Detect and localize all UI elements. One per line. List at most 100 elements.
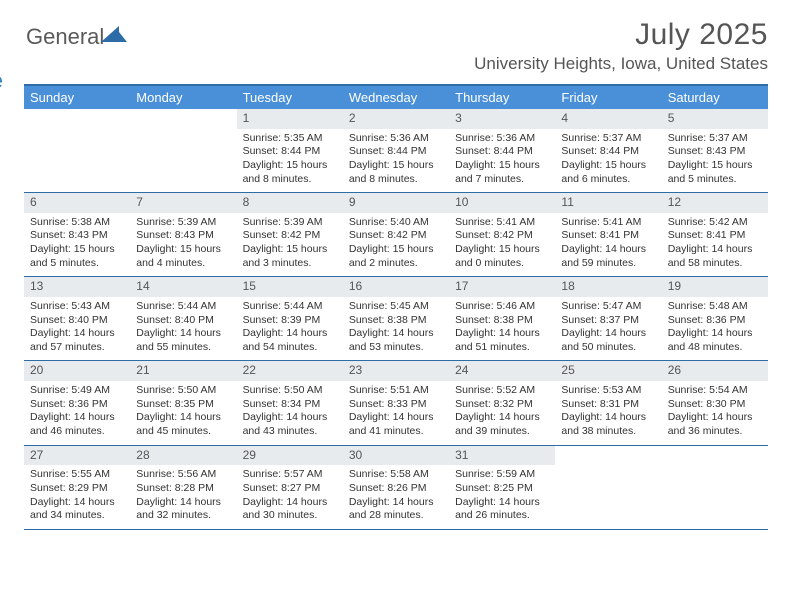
calendar-row: ....1Sunrise: 5:35 AMSunset: 8:44 PMDayl… <box>24 109 768 193</box>
calendar-cell: 27Sunrise: 5:55 AMSunset: 8:29 PMDayligh… <box>24 445 130 529</box>
day-number: 20 <box>24 361 130 381</box>
calendar-cell: .. <box>662 445 768 529</box>
day-details: Sunrise: 5:47 AMSunset: 8:37 PMDaylight:… <box>555 297 661 361</box>
day-details: Sunrise: 5:39 AMSunset: 8:42 PMDaylight:… <box>237 213 343 277</box>
calendar-row: 6Sunrise: 5:38 AMSunset: 8:43 PMDaylight… <box>24 193 768 277</box>
calendar-cell: 12Sunrise: 5:42 AMSunset: 8:41 PMDayligh… <box>662 193 768 277</box>
day-number: 30 <box>343 446 449 466</box>
dow-header: Tuesday <box>237 85 343 109</box>
calendar-row: 27Sunrise: 5:55 AMSunset: 8:29 PMDayligh… <box>24 445 768 529</box>
day-number: 14 <box>130 277 236 297</box>
day-details: Sunrise: 5:39 AMSunset: 8:43 PMDaylight:… <box>130 213 236 277</box>
day-of-week-row: SundayMondayTuesdayWednesdayThursdayFrid… <box>24 85 768 109</box>
day-details: Sunrise: 5:50 AMSunset: 8:35 PMDaylight:… <box>130 381 236 445</box>
calendar-cell: 29Sunrise: 5:57 AMSunset: 8:27 PMDayligh… <box>237 445 343 529</box>
dow-header: Saturday <box>662 85 768 109</box>
day-number: 3 <box>449 109 555 129</box>
day-details: Sunrise: 5:58 AMSunset: 8:26 PMDaylight:… <box>343 465 449 529</box>
calendar-cell: 25Sunrise: 5:53 AMSunset: 8:31 PMDayligh… <box>555 361 661 445</box>
day-details: Sunrise: 5:53 AMSunset: 8:31 PMDaylight:… <box>555 381 661 445</box>
day-number: 17 <box>449 277 555 297</box>
day-details: Sunrise: 5:50 AMSunset: 8:34 PMDaylight:… <box>237 381 343 445</box>
dow-header: Monday <box>130 85 236 109</box>
calendar-cell: 1Sunrise: 5:35 AMSunset: 8:44 PMDaylight… <box>237 109 343 193</box>
day-details: Sunrise: 5:49 AMSunset: 8:36 PMDaylight:… <box>24 381 130 445</box>
day-number: 21 <box>130 361 236 381</box>
day-details: Sunrise: 5:42 AMSunset: 8:41 PMDaylight:… <box>662 213 768 277</box>
day-details: Sunrise: 5:54 AMSunset: 8:30 PMDaylight:… <box>662 381 768 445</box>
calendar-row: 13Sunrise: 5:43 AMSunset: 8:40 PMDayligh… <box>24 277 768 361</box>
calendar-cell: 6Sunrise: 5:38 AMSunset: 8:43 PMDaylight… <box>24 193 130 277</box>
logo-word2: Blue <box>0 68 3 93</box>
calendar-cell: 13Sunrise: 5:43 AMSunset: 8:40 PMDayligh… <box>24 277 130 361</box>
dow-header: Friday <box>555 85 661 109</box>
header: July 2025 University Heights, Iowa, Unit… <box>24 18 768 74</box>
calendar-cell: 5Sunrise: 5:37 AMSunset: 8:43 PMDaylight… <box>662 109 768 193</box>
day-number: 4 <box>555 109 661 129</box>
dow-header: Wednesday <box>343 85 449 109</box>
day-details: Sunrise: 5:36 AMSunset: 8:44 PMDaylight:… <box>449 129 555 193</box>
day-number: 22 <box>237 361 343 381</box>
calendar-cell: 17Sunrise: 5:46 AMSunset: 8:38 PMDayligh… <box>449 277 555 361</box>
day-details: Sunrise: 5:45 AMSunset: 8:38 PMDaylight:… <box>343 297 449 361</box>
day-number: 23 <box>343 361 449 381</box>
calendar-cell: 7Sunrise: 5:39 AMSunset: 8:43 PMDaylight… <box>130 193 236 277</box>
calendar-cell: 10Sunrise: 5:41 AMSunset: 8:42 PMDayligh… <box>449 193 555 277</box>
calendar-cell: 18Sunrise: 5:47 AMSunset: 8:37 PMDayligh… <box>555 277 661 361</box>
calendar-cell: 31Sunrise: 5:59 AMSunset: 8:25 PMDayligh… <box>449 445 555 529</box>
calendar-cell: 30Sunrise: 5:58 AMSunset: 8:26 PMDayligh… <box>343 445 449 529</box>
calendar-cell: 19Sunrise: 5:48 AMSunset: 8:36 PMDayligh… <box>662 277 768 361</box>
calendar-body: .... 1Sunrise: 5:35 AMSunset: 8:44 PMDayl… <box>24 109 768 529</box>
day-details: Sunrise: 5:51 AMSunset: 8:33 PMDaylight:… <box>343 381 449 445</box>
day-details: Sunrise: 5:41 AMSunset: 8:41 PMDaylight:… <box>555 213 661 277</box>
day-details: Sunrise: 5:48 AMSunset: 8:36 PMDaylight:… <box>662 297 768 361</box>
logo: General Blue <box>26 22 127 76</box>
day-number: 29 <box>237 446 343 466</box>
calendar-cell: 9Sunrise: 5:40 AMSunset: 8:42 PMDaylight… <box>343 193 449 277</box>
day-number: 16 <box>343 277 449 297</box>
calendar-cell: .. <box>24 109 130 193</box>
day-number: 13 <box>24 277 130 297</box>
day-number: 31 <box>449 446 555 466</box>
day-details: Sunrise: 5:38 AMSunset: 8:43 PMDaylight:… <box>24 213 130 277</box>
calendar-cell: 14Sunrise: 5:44 AMSunset: 8:40 PMDayligh… <box>130 277 236 361</box>
calendar-cell: 15Sunrise: 5:44 AMSunset: 8:39 PMDayligh… <box>237 277 343 361</box>
day-details: Sunrise: 5:40 AMSunset: 8:42 PMDaylight:… <box>343 213 449 277</box>
calendar-table: SundayMondayTuesdayWednesdayThursdayFrid… <box>24 84 768 530</box>
calendar-row: 20Sunrise: 5:49 AMSunset: 8:36 PMDayligh… <box>24 361 768 445</box>
day-number: 19 <box>662 277 768 297</box>
calendar-cell: 3Sunrise: 5:36 AMSunset: 8:44 PMDaylight… <box>449 109 555 193</box>
calendar-cell: 16Sunrise: 5:45 AMSunset: 8:38 PMDayligh… <box>343 277 449 361</box>
calendar-cell: 26Sunrise: 5:54 AMSunset: 8:30 PMDayligh… <box>662 361 768 445</box>
day-details: Sunrise: 5:55 AMSunset: 8:29 PMDaylight:… <box>24 465 130 529</box>
day-number: 26 <box>662 361 768 381</box>
calendar-cell: 23Sunrise: 5:51 AMSunset: 8:33 PMDayligh… <box>343 361 449 445</box>
day-details: Sunrise: 5:56 AMSunset: 8:28 PMDaylight:… <box>130 465 236 529</box>
page-title: July 2025 <box>24 18 768 52</box>
day-details: Sunrise: 5:41 AMSunset: 8:42 PMDaylight:… <box>449 213 555 277</box>
day-details: Sunrise: 5:52 AMSunset: 8:32 PMDaylight:… <box>449 381 555 445</box>
day-number: 15 <box>237 277 343 297</box>
day-number: 5 <box>662 109 768 129</box>
calendar-cell: 21Sunrise: 5:50 AMSunset: 8:35 PMDayligh… <box>130 361 236 445</box>
day-number: 18 <box>555 277 661 297</box>
day-details: Sunrise: 5:44 AMSunset: 8:40 PMDaylight:… <box>130 297 236 361</box>
logo-triangle-icon <box>101 22 127 44</box>
day-details: Sunrise: 5:36 AMSunset: 8:44 PMDaylight:… <box>343 129 449 193</box>
calendar-cell: 11Sunrise: 5:41 AMSunset: 8:41 PMDayligh… <box>555 193 661 277</box>
dow-header: Thursday <box>449 85 555 109</box>
day-number: 11 <box>555 193 661 213</box>
dow-header: Sunday <box>24 85 130 109</box>
day-number: 28 <box>130 446 236 466</box>
calendar-cell: 4Sunrise: 5:37 AMSunset: 8:44 PMDaylight… <box>555 109 661 193</box>
day-number: 8 <box>237 193 343 213</box>
day-details: Sunrise: 5:57 AMSunset: 8:27 PMDaylight:… <box>237 465 343 529</box>
day-number: 7 <box>130 193 236 213</box>
day-number: 24 <box>449 361 555 381</box>
day-number: 27 <box>24 446 130 466</box>
day-number: 25 <box>555 361 661 381</box>
day-details: Sunrise: 5:46 AMSunset: 8:38 PMDaylight:… <box>449 297 555 361</box>
calendar-cell: 8Sunrise: 5:39 AMSunset: 8:42 PMDaylight… <box>237 193 343 277</box>
logo-word1: General <box>26 24 104 49</box>
day-details: Sunrise: 5:37 AMSunset: 8:43 PMDaylight:… <box>662 129 768 193</box>
